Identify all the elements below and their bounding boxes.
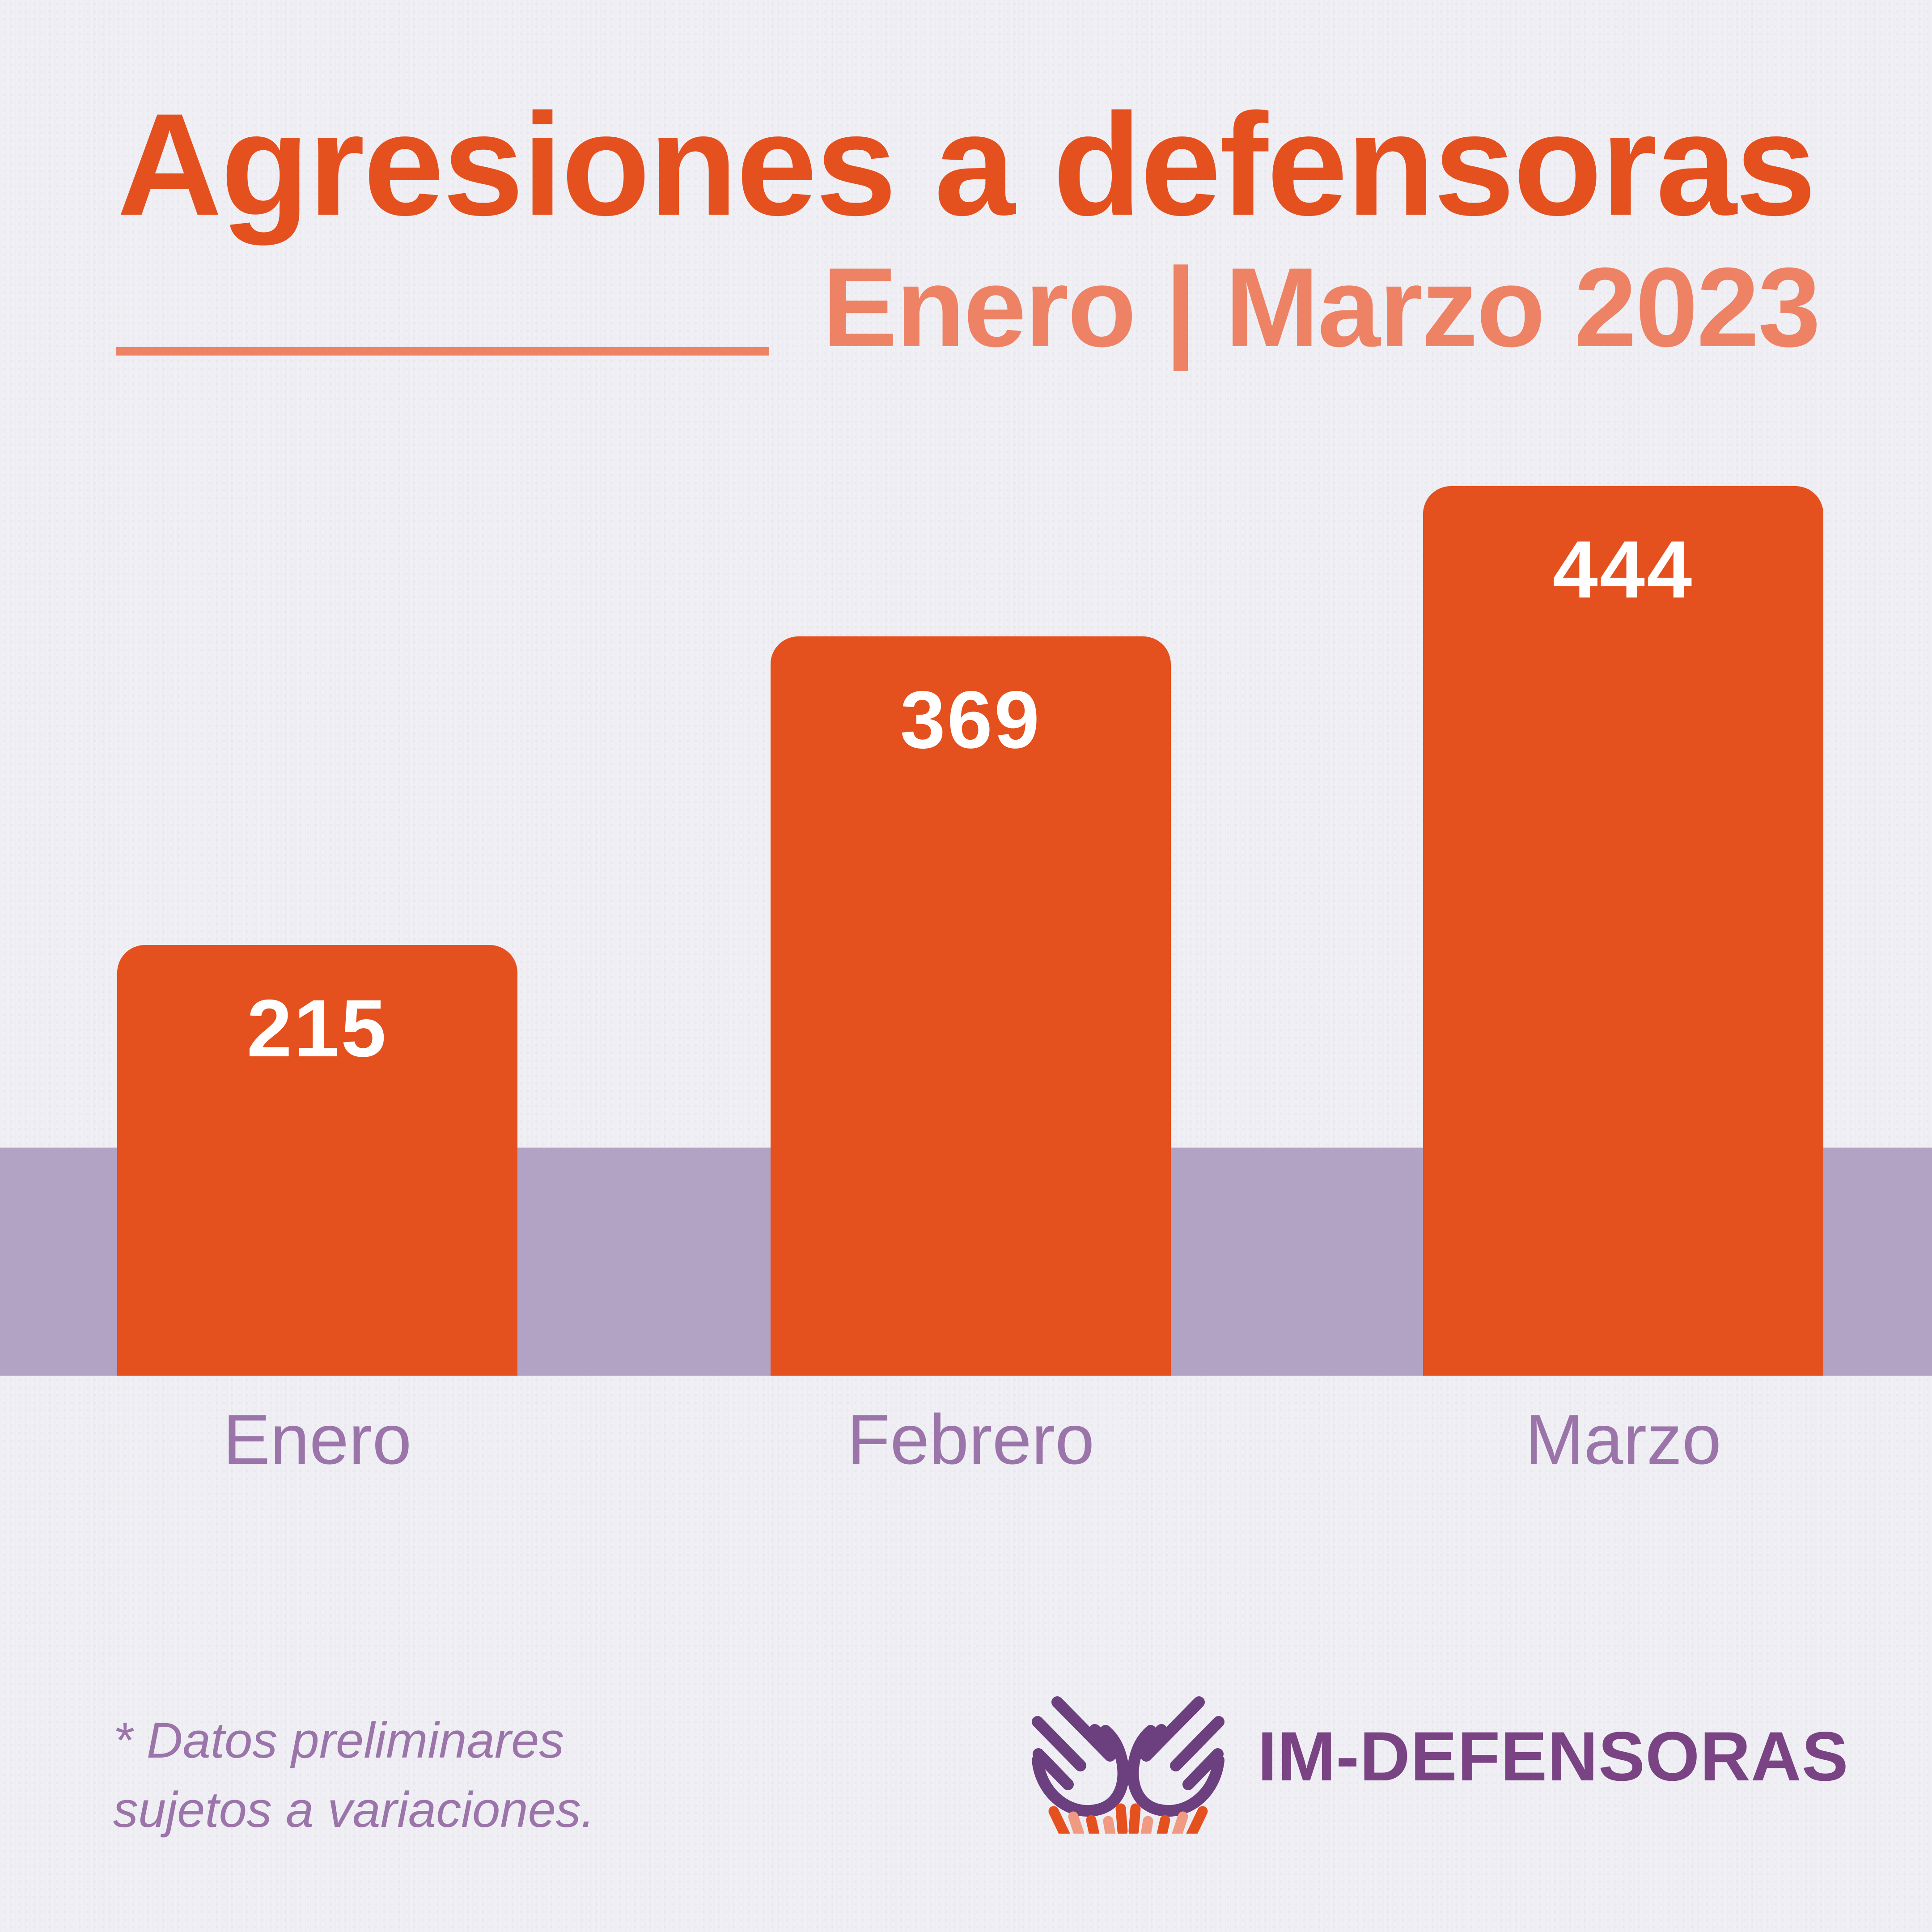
bar-enero: 215 <box>117 945 517 1376</box>
bar-value-label-enero: 215 <box>246 983 388 1074</box>
footnote: * Datos preliminares sujetos a variacion… <box>113 1706 595 1844</box>
logo-wordmark: IM-DEFENSORAS <box>1258 1718 1849 1796</box>
open-hands-icon <box>1032 1696 1224 1834</box>
subtitle-underline <box>116 347 769 356</box>
category-label-marzo: Marzo <box>1525 1400 1721 1479</box>
bar-value-label-marzo: 444 <box>1552 524 1694 615</box>
bar-value-label-febrero: 369 <box>900 674 1042 765</box>
footnote-line-2: sujetos a variaciones. <box>113 1781 595 1838</box>
category-label-febrero: Febrero <box>847 1400 1095 1479</box>
im-defensoras-logo: IM-DEFENSORAS <box>1029 1677 1848 1847</box>
footnote-line-1: * Datos preliminares <box>113 1712 564 1768</box>
chart-title: Agresiones a defensoras <box>117 83 1816 246</box>
bar-febrero: 369 <box>771 636 1171 1376</box>
category-label-enero: Enero <box>223 1400 412 1479</box>
chart-subtitle: Enero | Marzo 2023 <box>822 245 1821 370</box>
bar-marzo: 444 <box>1423 486 1823 1376</box>
